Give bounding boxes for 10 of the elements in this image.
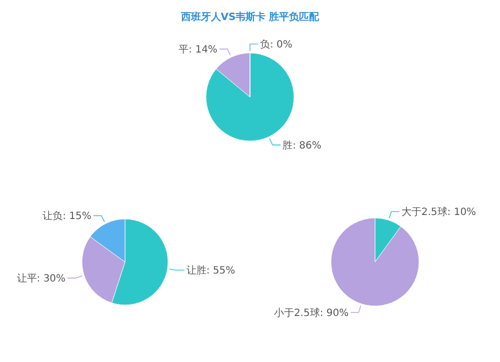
chart-title: 西班牙人VS韦斯卡 胜平负匹配 — [180, 11, 320, 23]
slice-label: 让胜: 55% — [186, 264, 236, 277]
slice-label: 让平: 30% — [16, 272, 66, 285]
slice-label: 大于2.5球: 10% — [401, 206, 476, 218]
legend-label: 负: 0% — [260, 38, 292, 50]
slice-label: 小于2.5球: 90% — [274, 306, 349, 319]
slice-label: 胜: 86% — [282, 139, 322, 152]
slice-label: 平: 14% — [178, 44, 218, 56]
slice-label: 让负: 15% — [42, 210, 92, 222]
pie-slice — [206, 52, 294, 142]
